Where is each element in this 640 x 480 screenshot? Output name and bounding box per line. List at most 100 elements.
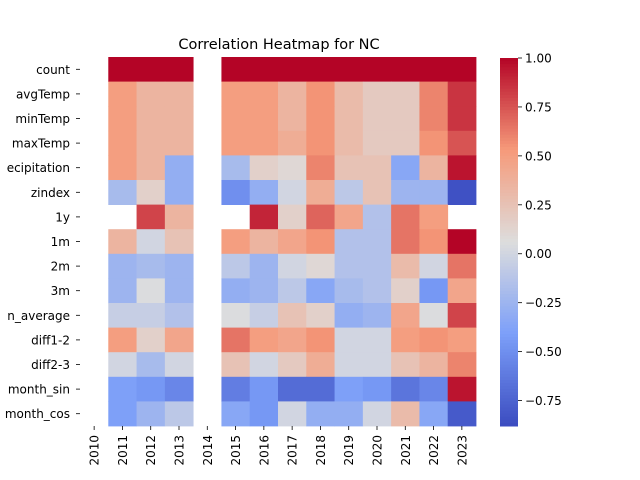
- heatmap-cell: [334, 57, 364, 82]
- heatmap-cell: [136, 278, 166, 304]
- colorbar-segment: [500, 116, 518, 120]
- colorbar-segment: [500, 346, 518, 350]
- heatmap-cell: [164, 376, 194, 402]
- colorbar-segment: [500, 94, 518, 99]
- heatmap-cell: [164, 253, 194, 279]
- colorbar-segment: [500, 159, 518, 163]
- colorbar-segment: [500, 309, 518, 314]
- colorbar-segment: [500, 110, 518, 114]
- heatmap-cell: [278, 401, 307, 427]
- colorbar-segment: [500, 76, 518, 80]
- heatmap-cell: [306, 130, 335, 156]
- y-tick-label: 2m: [51, 260, 70, 274]
- colorbar-segment: [500, 58, 518, 62]
- heatmap-cell: [249, 106, 279, 132]
- heatmap-cell: [136, 106, 166, 132]
- heatmap-cell: [391, 278, 420, 304]
- x-tick-label: 2017: [286, 435, 300, 466]
- y-tick-label: minTemp: [15, 112, 70, 126]
- heatmap-cell: [249, 81, 279, 107]
- heatmap-cell: [136, 81, 166, 107]
- x-tick-label: 2015: [229, 435, 243, 466]
- heatmap-cell: [419, 106, 449, 132]
- heatmap-cell: [306, 303, 335, 328]
- heatmap-cell: [306, 327, 335, 353]
- colorbar-segment: [500, 104, 518, 108]
- heatmap-cell: [334, 352, 364, 378]
- x-tick-label: 2012: [144, 435, 158, 466]
- heatmap-cell: [306, 401, 335, 427]
- heatmap-cell: [249, 401, 279, 427]
- heatmap-cell: [334, 376, 364, 402]
- heatmap-cell: [136, 180, 166, 205]
- colorbar-segment: [500, 355, 518, 360]
- heatmap-cell: [136, 401, 166, 427]
- colorbar-segment: [500, 367, 518, 372]
- heatmap-cell: [249, 303, 279, 328]
- colorbar-segment: [500, 337, 518, 341]
- colorbar-segment: [500, 226, 518, 231]
- heatmap-cell: [419, 130, 449, 156]
- y-tick-label: maxTemp: [12, 137, 70, 151]
- heatmap-cell: [334, 180, 364, 205]
- heatmap-cell: [136, 155, 166, 181]
- colorbar-segment: [500, 389, 518, 393]
- colorbar-segment: [500, 327, 518, 332]
- colorbar-segment: [500, 183, 518, 188]
- x-tick-label: 2020: [371, 435, 385, 466]
- heatmap-cell: [391, 204, 420, 230]
- x-tick-label: 2013: [173, 435, 187, 466]
- heatmap-cell: [419, 180, 449, 205]
- heatmap-cell: [391, 81, 420, 107]
- heatmap-cell: [334, 278, 364, 304]
- colorbar-segment: [500, 386, 518, 390]
- heatmap-cell: [362, 81, 392, 107]
- colorbar-segment: [500, 202, 518, 206]
- colorbar-segment: [500, 242, 518, 246]
- heatmap-cell: [108, 106, 137, 132]
- y-tick-label: 1m: [51, 235, 70, 249]
- heatmap-cell: [306, 253, 335, 279]
- heatmap-cell: [108, 253, 137, 279]
- colorbar-segment: [500, 245, 518, 249]
- y-tick-label: month_cos: [5, 407, 70, 421]
- colorbar-segment: [500, 162, 518, 166]
- colorbar-segment: [500, 171, 518, 176]
- heatmap-cell: [306, 81, 335, 107]
- colorbar-segment: [500, 119, 518, 123]
- heatmap-cell: [136, 376, 166, 402]
- heatmap-cell: [278, 376, 307, 402]
- heatmap-cell: [221, 327, 251, 353]
- heatmap-cell: [419, 352, 449, 378]
- heatmap-cell: [108, 81, 137, 107]
- heatmap-cell: [447, 376, 477, 402]
- heatmap-cell: [447, 352, 477, 378]
- colorbar-segment: [500, 85, 518, 90]
- heatmap-cell: [391, 352, 420, 378]
- colorbar-segment: [500, 269, 518, 274]
- heatmap-cell: [108, 303, 137, 328]
- colorbar-segment: [500, 156, 518, 160]
- heatmap-cell: [447, 106, 477, 132]
- x-tick-label: 2023: [455, 435, 469, 466]
- heatmap-cell: [362, 327, 392, 353]
- heatmap-cell: [391, 327, 420, 353]
- heatmap-cell: [362, 376, 392, 402]
- heatmap-cell: [419, 327, 449, 353]
- colorbar-segment: [500, 113, 518, 117]
- heatmap-cell: [419, 303, 449, 328]
- colorbar-segment: [500, 312, 518, 317]
- heatmap-cell: [108, 229, 137, 255]
- heatmap-cell: [306, 57, 335, 82]
- y-tick-label: diff2-3: [31, 358, 70, 372]
- colorbar-segment: [500, 275, 518, 280]
- heatmap-cell: [306, 204, 335, 230]
- colorbar-segment: [500, 392, 518, 396]
- heatmap-cell: [108, 130, 137, 156]
- colorbar-segment: [500, 401, 518, 406]
- colorbar-segment: [500, 208, 518, 212]
- heatmap-cell: [249, 327, 279, 353]
- colorbar-segment: [500, 364, 518, 369]
- colorbar-segment: [500, 398, 518, 402]
- x-tick-label: 2021: [399, 435, 413, 466]
